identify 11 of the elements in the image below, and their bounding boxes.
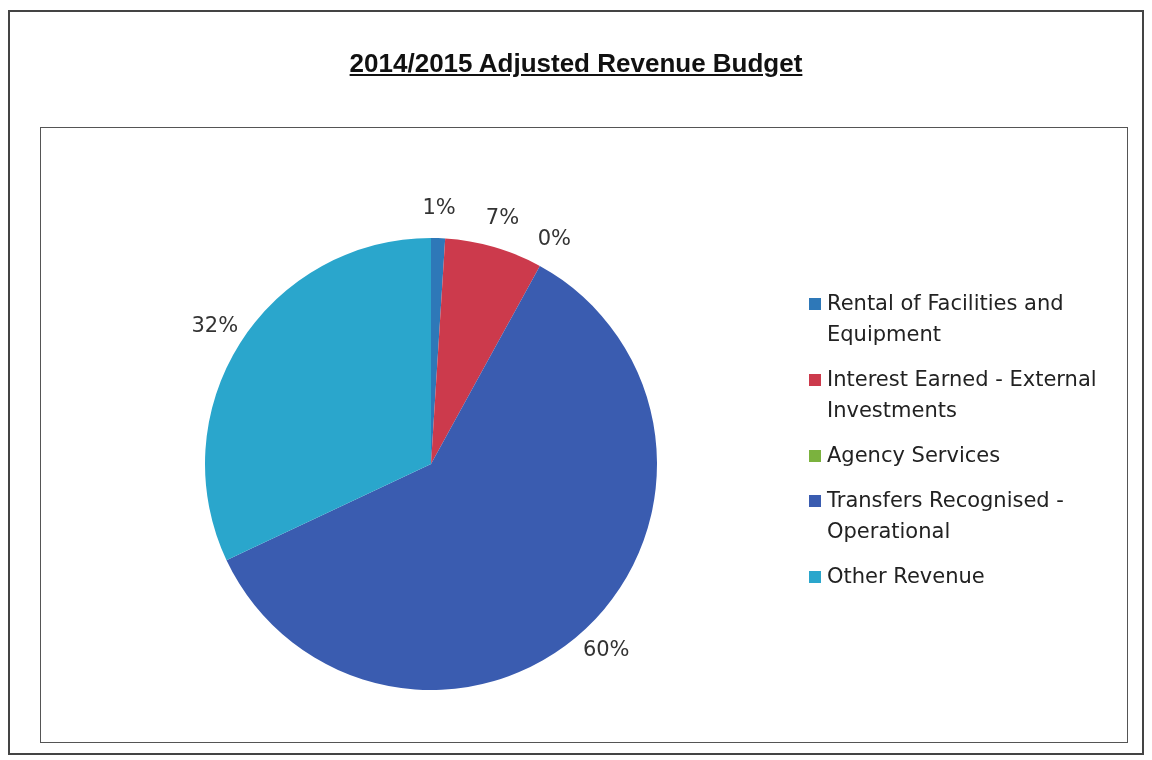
data-label: 1% (422, 194, 456, 219)
legend-label: Agency Services (827, 442, 1001, 469)
data-label: 32% (191, 313, 239, 338)
legend-label: Rental of Facilities and Equipment (827, 290, 1065, 348)
legend-label: Interest Earned - External Investments (827, 366, 1098, 424)
text: 0% (537, 226, 571, 251)
data-label: 7% (485, 204, 520, 229)
legend-label: Other Revenue (827, 563, 985, 590)
chart-title: 2014/2015 Adjusted Revenue Budget (348, 48, 804, 79)
legend-label: Transfers Recognised - Operational (827, 487, 1065, 545)
data-label: 60% (582, 637, 630, 662)
